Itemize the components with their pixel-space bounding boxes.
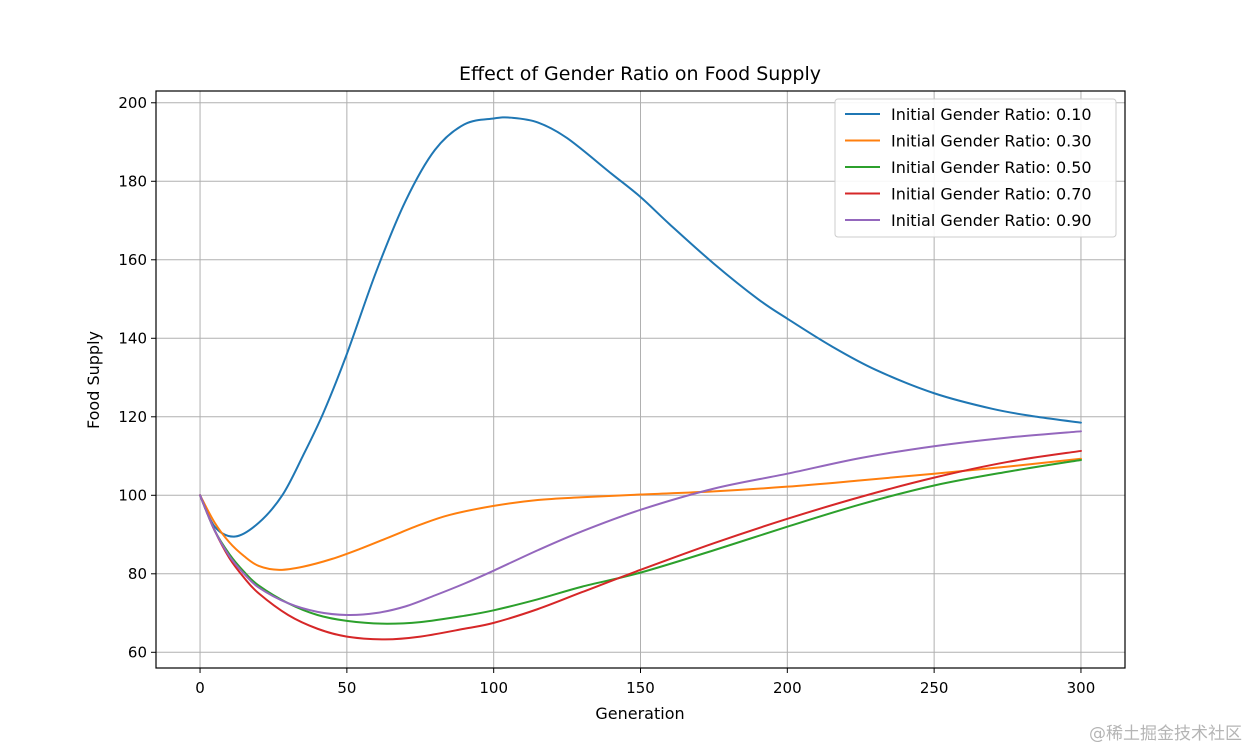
legend-label-4: Initial Gender Ratio: 0.90 (891, 211, 1092, 230)
x-axis-label: Generation (595, 704, 684, 723)
x-tick-label: 300 (1067, 679, 1096, 697)
x-tick-label: 150 (626, 679, 655, 697)
series-line-2 (199, 458, 1082, 625)
legend: Initial Gender Ratio: 0.10 Initial Gender… (834, 98, 1117, 238)
y-tick-label: 160 (118, 251, 147, 269)
y-tick-label: 100 (118, 486, 147, 504)
legend-box (834, 98, 1117, 238)
watermark: @稀土掘金技术社区 (1089, 724, 1242, 744)
series-line-3 (199, 449, 1082, 641)
x-tick-label: 0 (195, 679, 205, 697)
y-axis-ticks: 60 80 100 120 140 160 180 200 (118, 94, 156, 661)
legend-label-3: Initial Gender Ratio: 0.70 (891, 185, 1092, 204)
y-tick-label: 60 (128, 643, 147, 661)
series-line-4 (199, 430, 1082, 617)
x-axis-ticks: 0 50 100 150 200 250 300 (195, 668, 1095, 697)
x-tick-label: 50 (337, 679, 356, 697)
y-tick-label: 180 (118, 172, 147, 190)
y-axis-label: Food Supply (84, 331, 103, 429)
y-tick-label: 140 (118, 329, 147, 347)
series-line-0 (199, 116, 1082, 538)
chart-title: Effect of Gender Ratio on Food Supply (459, 63, 821, 85)
y-tick-label: 120 (118, 408, 147, 426)
series-lines (199, 116, 1082, 641)
series-line-1 (199, 457, 1082, 571)
legend-label-1: Initial Gender Ratio: 0.30 (891, 132, 1092, 151)
x-tick-label: 250 (920, 679, 949, 697)
legend-label-2: Initial Gender Ratio: 0.50 (891, 158, 1092, 177)
x-tick-label: 200 (773, 679, 802, 697)
legend-label-0: Initial Gender Ratio: 0.10 (891, 105, 1092, 124)
y-tick-label: 80 (128, 565, 147, 583)
x-tick-label: 100 (479, 679, 508, 697)
y-tick-label: 200 (118, 94, 147, 112)
